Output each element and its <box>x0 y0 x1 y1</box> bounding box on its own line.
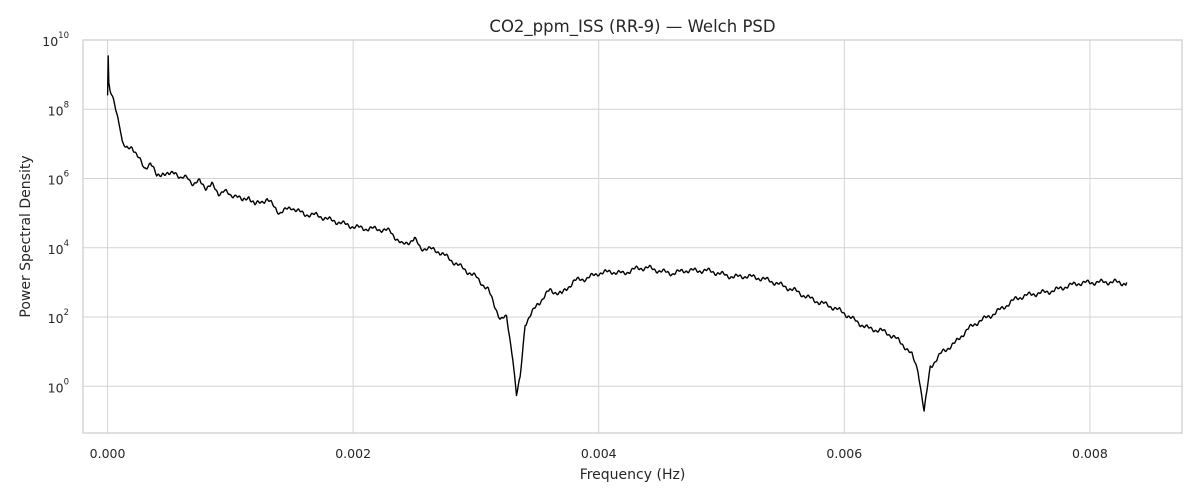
chart-title: CO2_ppm_ISS (RR-9) — Welch PSD <box>489 17 775 37</box>
y-tick-label: 104 <box>48 239 69 257</box>
y-tick-label: 1010 <box>42 31 69 49</box>
x-tick-label: 0.004 <box>581 446 617 461</box>
x-tick-label: 0.000 <box>90 446 126 461</box>
x-axis-label: Frequency (Hz) <box>580 467 686 483</box>
x-tick-label: 0.008 <box>1072 446 1108 461</box>
y-tick-label: 100 <box>48 377 69 395</box>
x-tick-label: 0.002 <box>335 446 371 461</box>
line-layer <box>106 55 1128 412</box>
plot-frame <box>82 39 1183 434</box>
x-tick-label: 0.006 <box>826 446 862 461</box>
y-tick-label: 106 <box>48 170 69 188</box>
y-axis-label: Power Spectral Density <box>18 155 34 317</box>
y-tick-label: 102 <box>48 308 69 326</box>
ticks-layer: 0.000 0.002 0.004 0.006 0.008 100 102 104 106 108… <box>42 31 1108 461</box>
y-tick-label: 108 <box>48 100 69 118</box>
psd-series-line <box>106 55 1128 412</box>
